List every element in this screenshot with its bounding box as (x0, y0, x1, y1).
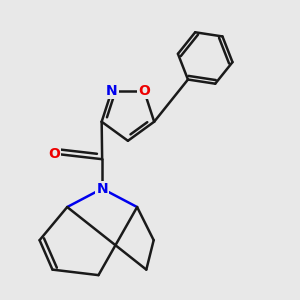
Text: O: O (138, 84, 150, 98)
Text: N: N (96, 182, 108, 196)
Text: O: O (48, 147, 60, 161)
Text: N: N (106, 84, 118, 98)
